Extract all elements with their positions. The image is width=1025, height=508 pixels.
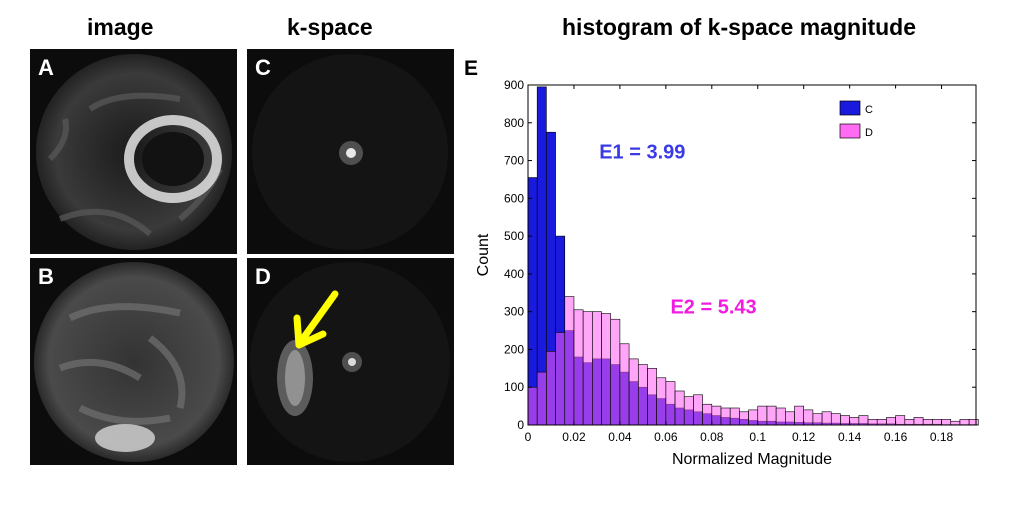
panel-e-label: E <box>464 57 478 80</box>
y-tick-label-5: 500 <box>504 229 524 243</box>
bar-d-29 <box>794 405 804 426</box>
legend-swatch-d <box>839 123 861 139</box>
bar-d-5 <box>573 309 584 426</box>
bar-d-39 <box>886 417 896 426</box>
bar-d-46 <box>950 420 961 426</box>
bar-d-26 <box>766 405 777 426</box>
bar-d-30 <box>803 409 814 426</box>
panel-d-label: D <box>255 264 271 289</box>
bar-d-18 <box>693 394 703 426</box>
bar-d-37 <box>867 419 878 426</box>
legend-label-d: D <box>865 127 873 139</box>
kspace-column-title: k-space <box>287 14 373 40</box>
bar-d-2 <box>546 351 556 426</box>
x-tick-label-3: 0.06 <box>654 430 678 444</box>
annotation-e2: E2 = 5.43 <box>670 297 756 319</box>
bar-d-22 <box>729 407 740 426</box>
x-tick-label-5: 0.1 <box>749 430 766 444</box>
y-axis-label: Count <box>475 233 492 276</box>
x-tick-label-8: 0.16 <box>884 430 908 444</box>
bar-d-8 <box>601 313 612 426</box>
y-tick-label-2: 200 <box>504 342 524 356</box>
bar-d-43 <box>922 419 933 426</box>
bar-d-48 <box>968 419 979 426</box>
bar-d-41 <box>904 419 915 426</box>
bar-d-12 <box>637 364 648 426</box>
bar-d-9 <box>610 318 621 426</box>
y-tick-label-0: 0 <box>517 418 524 432</box>
bar-d-47 <box>959 419 970 426</box>
bar-d-44 <box>932 419 942 426</box>
histogram-chart: E 0 100 200 300 400 500 600 700 800 900 0 0.02 0.04 0… <box>464 57 979 468</box>
bar-d-11 <box>628 358 639 426</box>
bar-d-6 <box>582 311 593 426</box>
y-tick-label-9: 900 <box>504 78 524 92</box>
x-tick-label-7: 0.14 <box>838 430 862 444</box>
bar-d-28 <box>785 411 795 426</box>
bar-d-38 <box>876 419 887 426</box>
bar-d-34 <box>840 415 850 426</box>
panel-b-image: B <box>30 258 237 465</box>
panel-c-graphic <box>252 54 448 250</box>
x-axis-label: Normalized Magnitude <box>672 451 832 468</box>
bar-d-42 <box>913 417 924 426</box>
y-tick-label-4: 400 <box>504 267 524 281</box>
bar-d-21 <box>720 407 731 426</box>
bar-d-10 <box>619 343 630 426</box>
bar-d-17 <box>683 396 694 426</box>
bar-d-35 <box>849 417 860 426</box>
bar-d-0 <box>527 386 538 426</box>
bar-d-32 <box>821 411 832 426</box>
y-tick-label-8: 800 <box>504 116 524 130</box>
x-tick-label-4: 0.08 <box>700 430 724 444</box>
bar-d-20 <box>711 405 722 426</box>
legend-swatch-c <box>839 100 861 116</box>
x-tick-label-2: 0.04 <box>608 430 632 444</box>
panel-a-graphic <box>36 54 232 250</box>
x-tick-label-9: 0.18 <box>930 430 954 444</box>
x-tick-label-1: 0.02 <box>562 430 586 444</box>
bar-d-45 <box>941 419 952 426</box>
bar-d-15 <box>665 381 676 426</box>
bar-d-27 <box>775 407 786 426</box>
legend: C D <box>835 88 915 148</box>
panel-a-label: A <box>38 55 54 80</box>
image-column-title: image <box>87 14 154 40</box>
bar-d-1 <box>536 371 547 426</box>
arrow-graphic <box>293 290 339 349</box>
panel-d-kspace: D <box>247 258 454 465</box>
x-tick-label-6: 0.12 <box>792 430 816 444</box>
legend-label-c: C <box>865 104 873 116</box>
panel-b-label: B <box>38 264 54 289</box>
bar-d-40 <box>895 415 906 426</box>
bar-d-19 <box>702 403 713 426</box>
panel-b-graphic <box>34 262 234 462</box>
annotation-e1: E1 = 3.99 <box>599 142 685 164</box>
panel-d-graphic <box>250 262 450 462</box>
y-tick-label-1: 100 <box>504 380 524 394</box>
bar-d-7 <box>592 311 602 426</box>
histogram-title: histogram of k-space magnitude <box>562 14 917 40</box>
panel-a-image: A <box>30 49 237 254</box>
bar-d-4 <box>564 296 575 426</box>
bar-d-16 <box>674 390 685 426</box>
arrow-icon <box>298 290 339 344</box>
y-tick-label-7: 700 <box>504 154 524 168</box>
bar-d-3 <box>555 332 566 426</box>
bar-d-14 <box>656 377 667 426</box>
y-tick-label-3: 300 <box>504 305 524 319</box>
bar-d-33 <box>830 413 841 426</box>
x-tick-label-0: 0 <box>525 430 532 444</box>
bar-d-23 <box>739 411 749 426</box>
bar-d-31 <box>812 413 823 426</box>
panel-c-label: C <box>255 55 271 80</box>
plot-area-frame <box>527 84 977 426</box>
bar-d-24 <box>748 409 759 426</box>
bar-d-13 <box>647 368 657 426</box>
bar-d-25 <box>757 405 768 426</box>
panel-c-kspace: C <box>247 49 454 254</box>
y-tick-label-6: 600 <box>504 191 524 205</box>
bar-d-36 <box>858 415 869 426</box>
